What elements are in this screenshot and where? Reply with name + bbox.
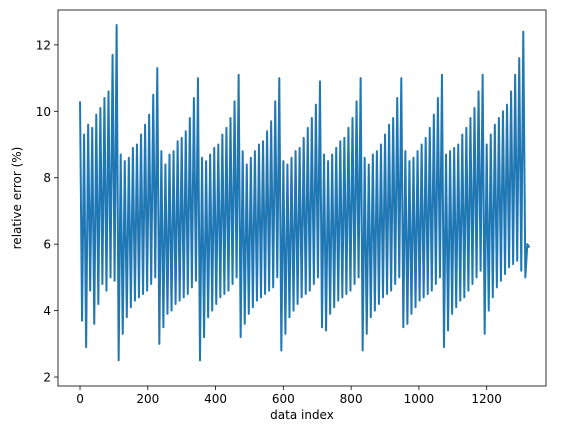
y-tick-label: 4 (43, 304, 51, 318)
x-tick-label: 1200 (471, 392, 502, 406)
y-tick-label: 10 (36, 105, 51, 119)
y-tick-label: 2 (43, 371, 51, 385)
data-line (79, 23, 531, 362)
y-tick-label: 6 (43, 238, 51, 252)
y-tick-label: 12 (36, 38, 51, 52)
x-tick-label: 200 (136, 392, 159, 406)
x-tick-label: 400 (204, 392, 227, 406)
x-tick-label: 0 (76, 392, 84, 406)
x-tick-label: 1000 (404, 392, 435, 406)
plot-frame (57, 9, 547, 387)
x-tick-label: 800 (340, 392, 363, 406)
x-axis-label: data index (270, 408, 334, 422)
y-tick-label: 8 (43, 171, 51, 185)
x-tick-label: 600 (272, 392, 295, 406)
y-axis-label: relative error (%) (10, 147, 24, 250)
